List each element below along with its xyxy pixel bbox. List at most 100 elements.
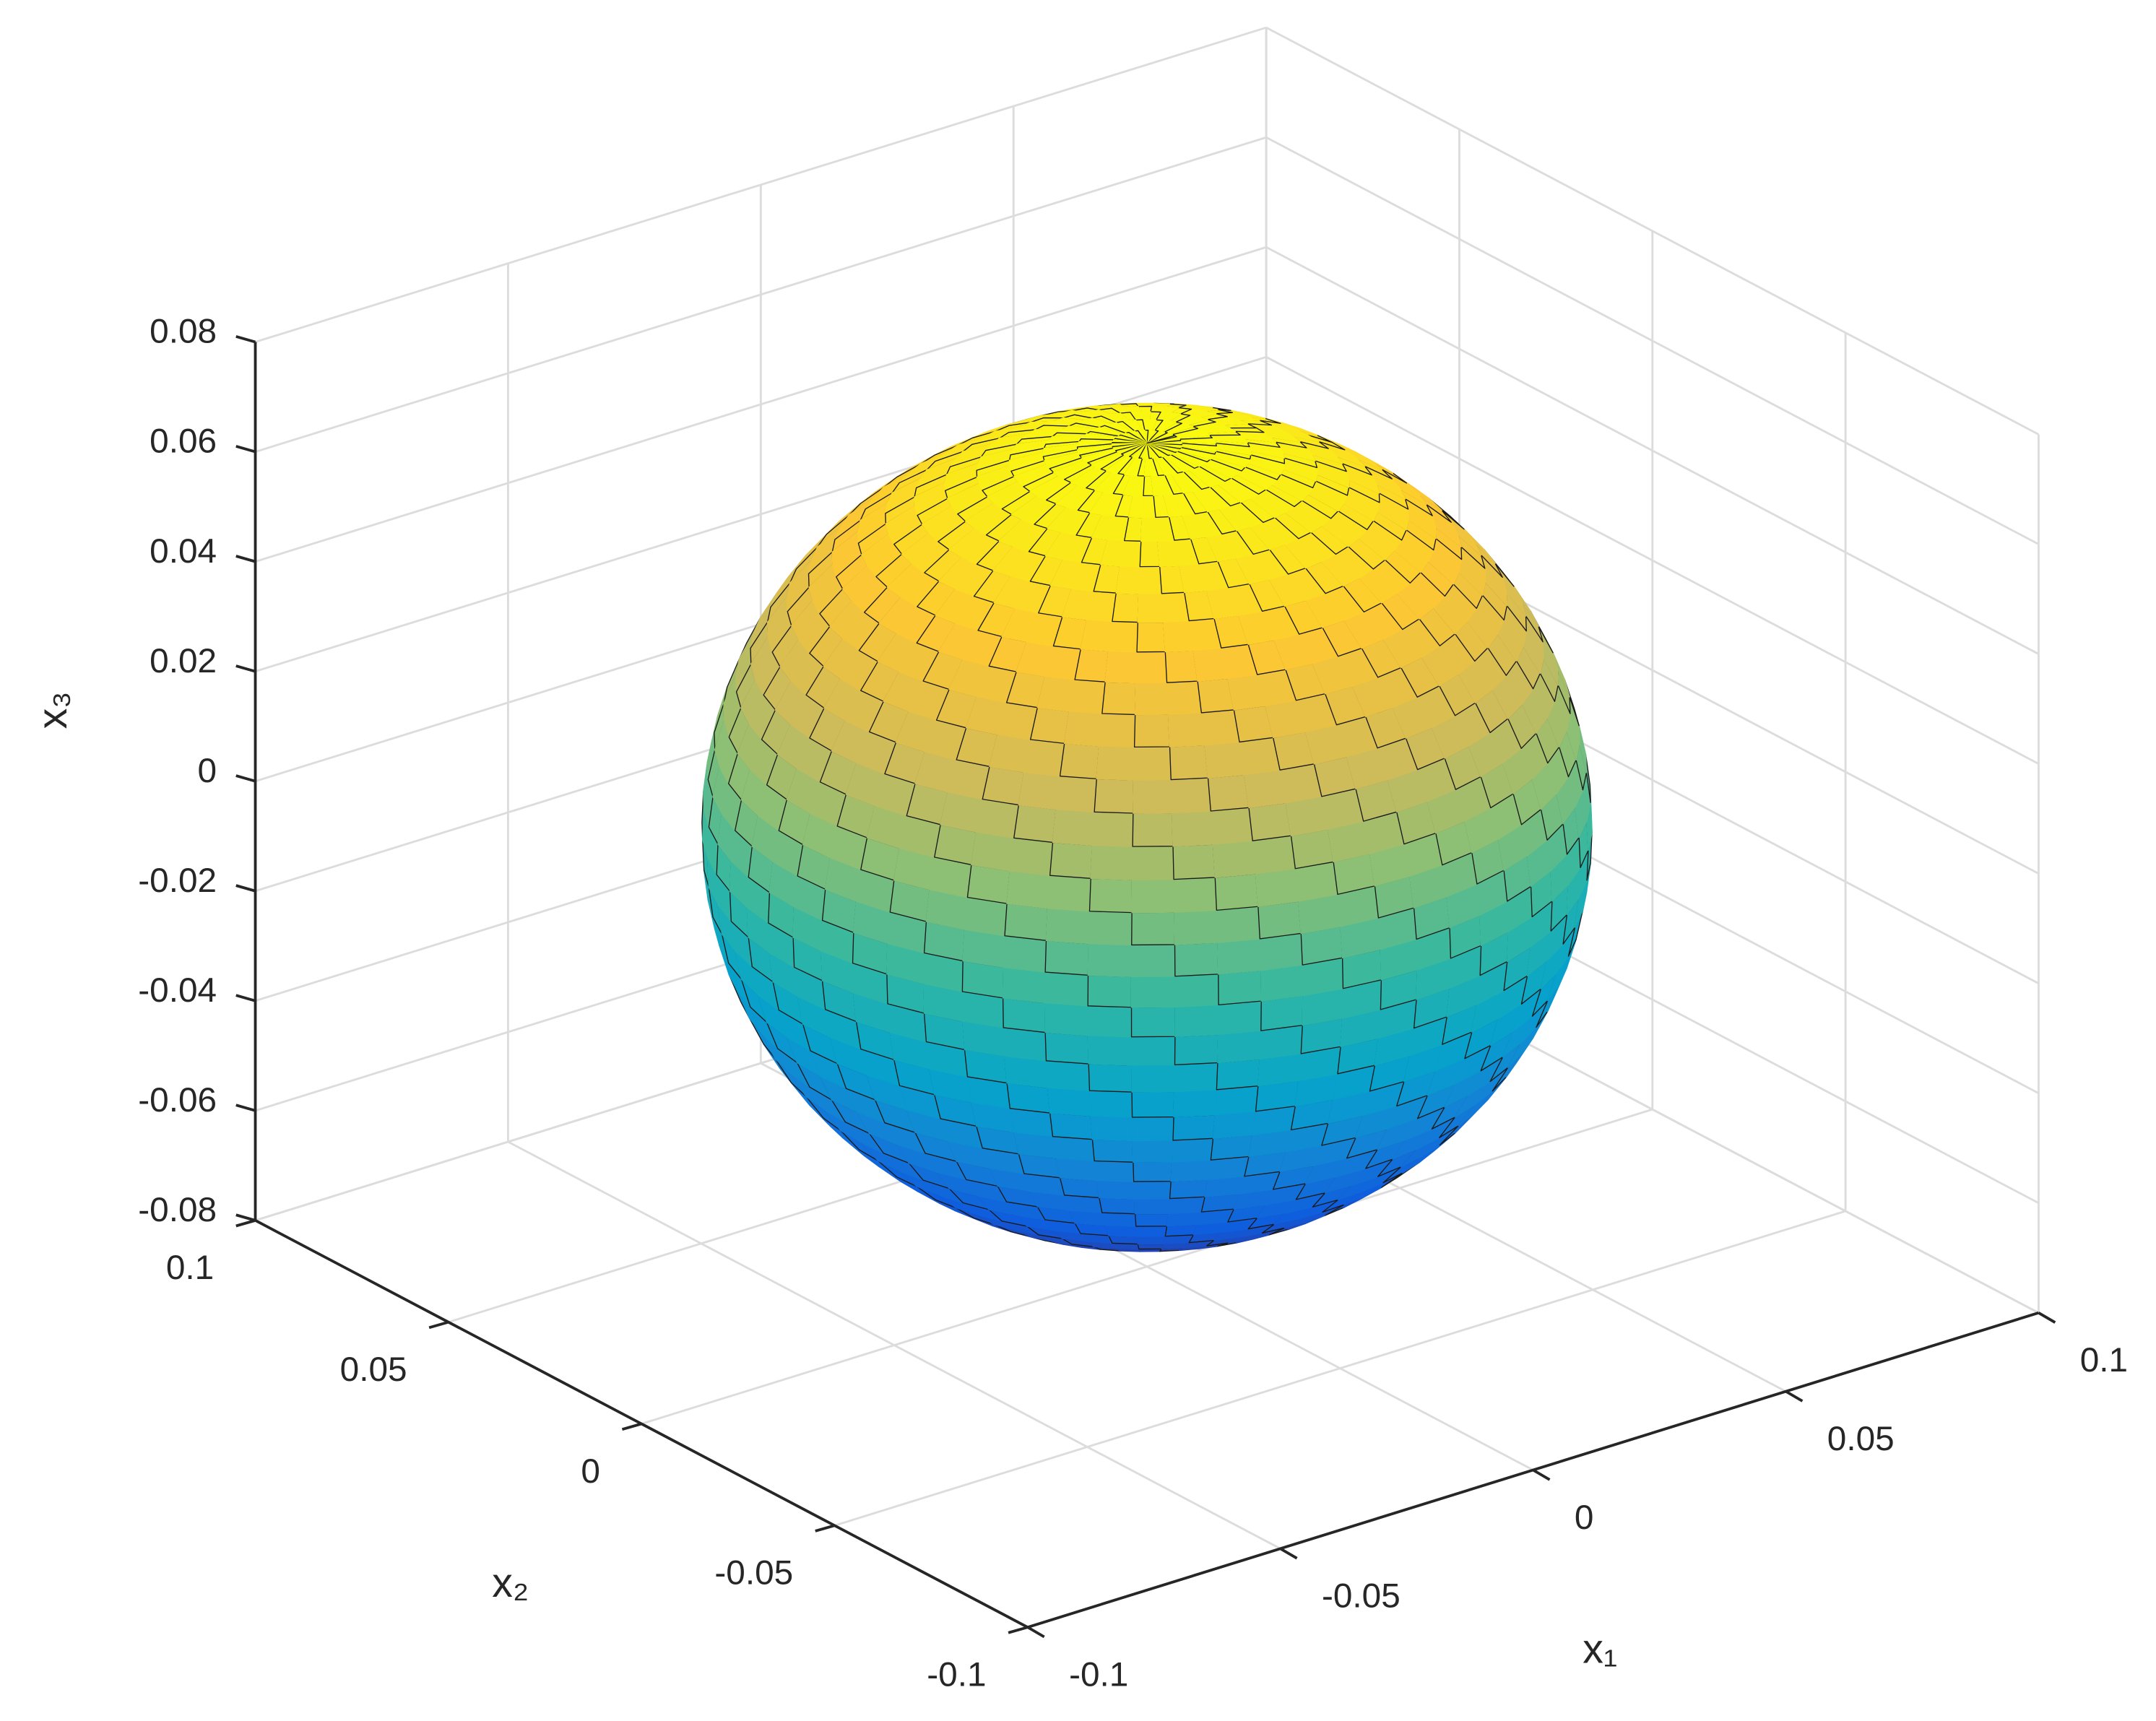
surface-facet — [1174, 942, 1219, 977]
surface-facet — [1023, 739, 1065, 777]
surface-facet — [1216, 906, 1261, 943]
surface-facet — [1018, 771, 1061, 810]
grid-line — [834, 1210, 1846, 1527]
grid-line — [1265, 246, 2040, 655]
surface-facet — [1047, 1087, 1091, 1117]
surface-facet — [1052, 1135, 1095, 1162]
surface-facet — [1087, 1035, 1133, 1066]
surface-facet — [971, 831, 1015, 872]
surface-facet — [1166, 680, 1203, 715]
tick-mark — [1279, 1547, 1298, 1560]
tick-mark — [235, 335, 256, 344]
z-tick-label: -0.06 — [138, 1081, 217, 1119]
surface-facet — [1214, 1085, 1259, 1116]
surface-facet — [1130, 1006, 1176, 1038]
x-tick-label: 0 — [1575, 1499, 1594, 1537]
surface-facet — [1255, 867, 1299, 908]
tick-mark — [235, 1219, 256, 1228]
z-tick-label: 0.02 — [150, 642, 217, 680]
surface-facet — [1088, 1090, 1133, 1118]
surface-facet — [1137, 1243, 1164, 1250]
surface-facet — [1135, 651, 1168, 684]
surface-facet — [1120, 539, 1142, 568]
surface-facet — [1217, 1030, 1262, 1064]
surface-facet — [1131, 878, 1175, 914]
surface-facet — [1171, 1137, 1214, 1163]
grid-line — [255, 136, 1267, 453]
grid-line — [255, 26, 1267, 343]
tick-mark — [428, 1320, 449, 1330]
surface-facet — [1059, 742, 1100, 780]
surface-facet — [1174, 909, 1218, 945]
surface-facet — [1013, 804, 1057, 844]
surface-facet — [1204, 741, 1245, 779]
y-tick-label: -0.1 — [927, 1656, 986, 1694]
surface-facet — [1130, 1036, 1176, 1066]
surface-facet — [1210, 807, 1253, 845]
surface-facet — [1049, 841, 1094, 879]
tick-mark — [815, 1524, 836, 1533]
surface-facet — [1044, 971, 1089, 1007]
surface-facet — [1140, 516, 1159, 542]
surface-facet — [1130, 944, 1176, 977]
y-tick-label: 0.05 — [340, 1351, 407, 1389]
surface-facet — [1132, 1140, 1174, 1163]
surface-facet — [1003, 1027, 1047, 1062]
surface-facet — [1004, 903, 1049, 941]
surface-facet — [1135, 1225, 1168, 1237]
surface-facet — [1002, 997, 1046, 1033]
x-tick-label: 0.1 — [2080, 1341, 2128, 1379]
tick-mark — [235, 445, 256, 454]
surface-facet — [1260, 964, 1304, 1002]
surface-facet — [1207, 773, 1250, 812]
surface-facet — [1133, 1197, 1171, 1215]
x-tick-label: 0.05 — [1827, 1420, 1895, 1458]
surface-facet — [1088, 911, 1133, 946]
surface-facet — [1004, 1055, 1049, 1088]
surface-facet — [1088, 877, 1133, 914]
surface-facet — [1169, 744, 1209, 781]
surface-facet — [1174, 1004, 1219, 1038]
surface-facet — [1217, 938, 1262, 975]
surface-facet — [1134, 682, 1169, 716]
surface-facet — [1045, 907, 1091, 945]
z-tick-label: 0.04 — [150, 532, 217, 571]
surface-facet — [1210, 1134, 1253, 1161]
y-tick-label: -0.05 — [714, 1554, 793, 1592]
tick-mark — [1532, 1468, 1551, 1481]
surface-facet — [1091, 1138, 1134, 1163]
surface-facet — [1055, 1157, 1098, 1182]
surface-facet — [1218, 1000, 1263, 1036]
y-tick-label: 0 — [581, 1452, 600, 1491]
z-tick-label: -0.02 — [138, 862, 217, 900]
surface-facet — [1218, 969, 1262, 1006]
surface-facet — [1047, 875, 1091, 912]
surface-facet — [1003, 935, 1047, 973]
surface-facet — [1115, 565, 1140, 594]
z-axis-label: x₃ — [30, 691, 76, 729]
surface-facet — [1133, 1161, 1173, 1182]
surface-facet — [1094, 1160, 1135, 1182]
surface-facet — [1260, 994, 1304, 1031]
z-tick-label: 0.06 — [150, 422, 217, 461]
surface-facet — [1133, 779, 1173, 814]
surface-facet — [1009, 837, 1054, 876]
surface-facet — [1174, 1033, 1219, 1066]
grid-line — [641, 1108, 1653, 1425]
y-tick-label: 0.1 — [166, 1249, 214, 1287]
surface-facet — [1068, 679, 1106, 714]
surface-facet — [1248, 802, 1292, 841]
surface-facet — [1216, 1058, 1260, 1091]
surface-facet — [1087, 942, 1133, 977]
surface-facet — [1174, 974, 1219, 1008]
surface-facet — [1130, 1064, 1176, 1093]
surface-facet — [1131, 911, 1176, 946]
tick-mark — [235, 664, 256, 673]
surface-facet — [1200, 709, 1240, 746]
surface-facet — [1096, 1179, 1135, 1200]
surface-facet — [1133, 714, 1171, 748]
tick-mark — [235, 884, 256, 893]
tick-mark — [621, 1422, 642, 1431]
axes: -0.08 -0.06 -0.04 -0.02 0 0.02 0.04 0.06 0.08 -0.… — [138, 313, 2128, 1694]
